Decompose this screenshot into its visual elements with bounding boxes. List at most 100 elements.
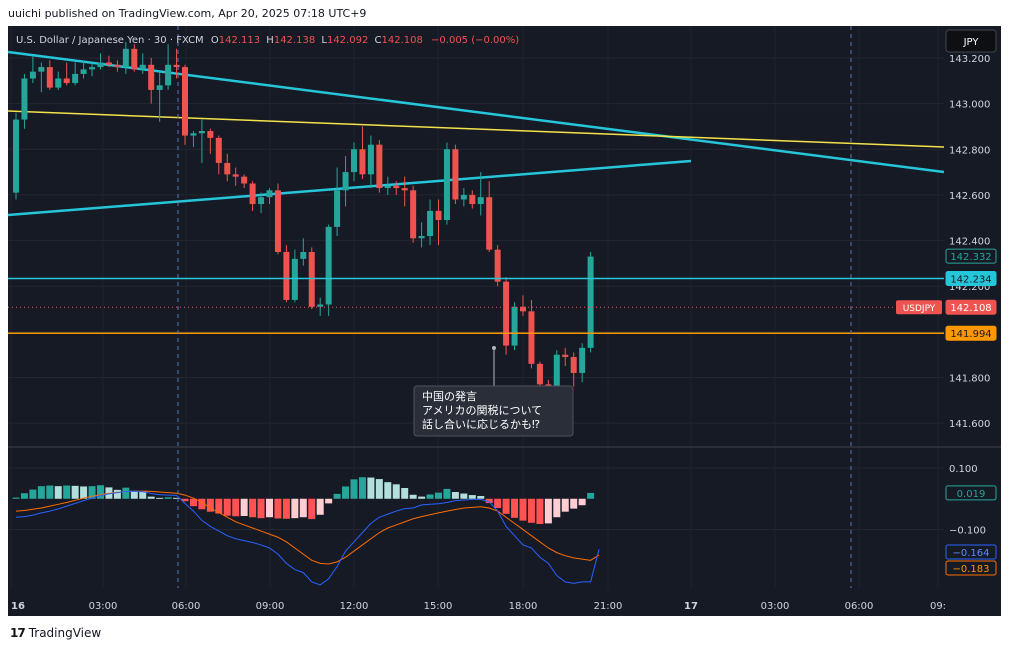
histogram-bar [527, 498, 535, 523]
currency-button[interactable]: JPY [945, 29, 997, 53]
histogram-bar [485, 498, 493, 504]
candles [13, 41, 594, 394]
low-value: 142.092 [327, 35, 368, 46]
candle-body [427, 210, 434, 236]
candle-body [528, 311, 535, 364]
tradingview-brand[interactable]: 17 TradingView [10, 626, 101, 640]
histogram-bar [215, 498, 223, 514]
histogram-bar [29, 489, 37, 499]
histogram-bar [350, 479, 358, 499]
high-value: 142.138 [274, 35, 315, 46]
symbol-legend[interactable]: U.S. Dollar / Japanese Yen · 30 · FXCM O… [16, 35, 519, 46]
lower-trendline[interactable] [8, 159, 692, 217]
histogram-bar [477, 496, 485, 499]
candle-body [587, 256, 594, 348]
histogram-bar [587, 492, 595, 499]
histogram-bar [71, 485, 79, 499]
macd-label-box [945, 544, 997, 560]
histogram-bar [544, 498, 552, 524]
histogram-bar [308, 498, 316, 520]
histogram-bar [173, 497, 181, 499]
candle-body [156, 85, 163, 90]
histogram-bar [147, 496, 155, 499]
histogram-bar [257, 498, 265, 519]
candle-body [190, 133, 197, 136]
price-chart[interactable]: 141.600141.800142.000142.200142.400142.6… [8, 26, 1001, 616]
annotation-callout[interactable]: 中国の発言 アメリカの関税について 話し合いに応じるかも⁉ [413, 346, 574, 437]
candle-body [511, 306, 518, 346]
histogram-bar [249, 498, 257, 518]
histogram-bar [223, 498, 231, 516]
time-tick-label: 09:00 [256, 601, 285, 612]
candle-body [460, 194, 467, 200]
chart-container[interactable]: 141.600141.800142.000142.200142.400142.6… [8, 26, 1001, 616]
time-tick-label: 16 [11, 601, 25, 612]
price-label-box [945, 299, 997, 315]
histogram-bar [426, 494, 434, 499]
candle-body [89, 67, 96, 70]
candle-body [105, 62, 112, 65]
histogram-bar [553, 498, 561, 518]
price-label-value: 142.108 [950, 303, 991, 314]
histogram-bar [519, 498, 527, 521]
macd-line [15, 490, 600, 586]
price-label-box [945, 270, 997, 286]
session-separators [177, 26, 852, 588]
low-label: L [321, 35, 327, 46]
candle-body [570, 356, 577, 373]
candle-body [13, 119, 19, 193]
price-axis[interactable]: 141.600141.800142.000142.200142.400142.6… [949, 54, 990, 430]
close-value: 142.108 [381, 35, 422, 46]
histogram-bar [358, 477, 366, 499]
histogram-bar [164, 497, 172, 499]
symbol-label-name: USDJPY [903, 304, 936, 314]
candle-body [300, 251, 307, 259]
candle-body [215, 137, 222, 163]
histogram-bar [451, 492, 459, 499]
currency-label: JPY [963, 37, 980, 48]
macd-label-value: 0.019 [957, 489, 986, 500]
candle-body [274, 190, 281, 252]
tradingview-logo-icon: 17 [10, 626, 26, 640]
candle-body [266, 190, 273, 198]
histogram-bar [63, 485, 71, 499]
price-tick-label: 143.200 [949, 54, 990, 65]
upper-trendline[interactable] [8, 50, 944, 174]
histogram-bar [80, 486, 88, 499]
histogram-bar [468, 495, 476, 499]
candle-body [283, 251, 290, 300]
histogram-bar [97, 485, 104, 499]
high-label: H [266, 35, 274, 46]
histogram-bar [139, 491, 147, 499]
macd-label-box [945, 560, 997, 576]
candle-body [232, 174, 239, 177]
histogram-bar [232, 498, 240, 517]
trend-lines[interactable] [8, 50, 944, 217]
callout-box [413, 385, 574, 437]
candle-body [317, 304, 324, 307]
candle-body [308, 251, 315, 307]
candle-body [579, 347, 586, 373]
symbol-label-box [896, 300, 942, 315]
histogram-bar [375, 479, 383, 499]
histogram-bar [113, 489, 121, 499]
time-tick-label: 06:00 [845, 601, 874, 612]
time-tick-label: 17 [684, 601, 698, 612]
candle-body [291, 258, 298, 300]
price-tick-label: 142.200 [949, 282, 990, 293]
yellow-trendline[interactable] [8, 110, 944, 148]
candle-body [325, 226, 332, 305]
brand-name: TradingView [28, 626, 102, 640]
candle-body [63, 78, 70, 84]
time-axis[interactable]: 16 03:00 06:00 09:00 12:00 15:00 18:00 21:00 17 0… [11, 601, 946, 612]
histogram-bar [325, 498, 333, 504]
histogram-bar [206, 498, 214, 512]
candle-body [198, 131, 205, 134]
open-label: O [211, 35, 219, 46]
histogram-bar [570, 498, 578, 509]
close-label: C [375, 35, 382, 46]
horizontal-lines[interactable] [8, 277, 944, 334]
histogram-bar [291, 498, 299, 519]
candle-body [520, 306, 526, 312]
histogram-bar [443, 488, 451, 499]
